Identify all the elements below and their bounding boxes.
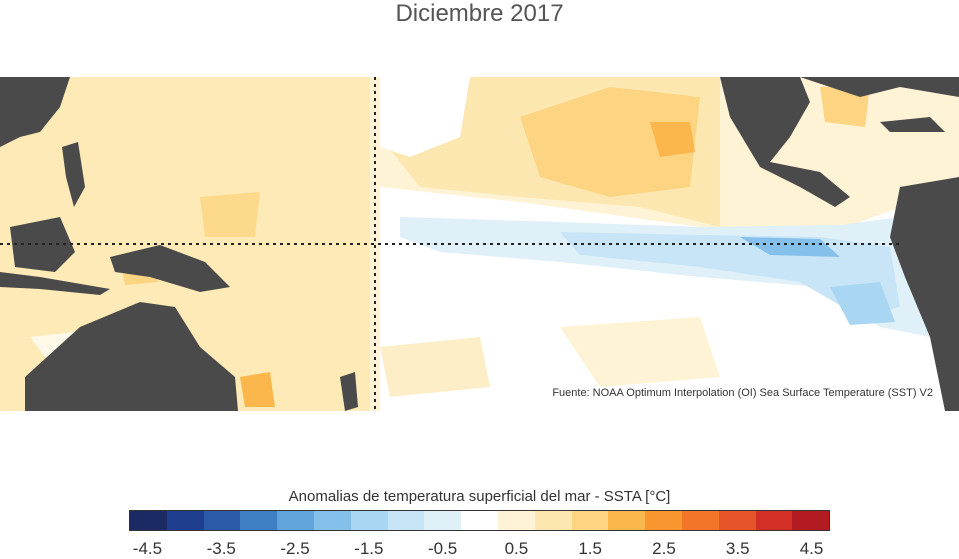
land-cuba	[880, 117, 945, 132]
colorbar-swatch	[313, 511, 351, 530]
warm-south-central	[380, 337, 490, 397]
colorbar-swatch	[277, 511, 314, 530]
colorbar-swatch	[718, 511, 756, 530]
land-asia	[0, 77, 70, 147]
land-sumatra-java	[0, 272, 110, 295]
colorbar-swatch	[497, 511, 535, 530]
colorbar-tick-label: 0.5	[504, 539, 529, 558]
colorbar-ticks: -4.5 -3.5 -2.5 -1.5 -0.5 0.5 1.5 2.5 3.5 4.5	[129, 539, 830, 558]
colorbar-tick-label: 4.5	[799, 539, 824, 558]
colorbar-swatch	[681, 511, 719, 530]
land-central-america	[720, 77, 850, 207]
warm-core-north	[520, 87, 700, 197]
neutral-west	[380, 77, 470, 157]
colorbar-swatch	[350, 511, 388, 530]
land-new-guinea	[110, 245, 230, 292]
colorbar-swatch	[608, 511, 646, 530]
cool-core-2	[740, 237, 840, 257]
land-mexico-gulf-coast	[800, 77, 959, 97]
colorbar-tick-label: -2.5	[280, 539, 310, 558]
colorbar-tick-label: -3.5	[206, 539, 236, 558]
colorbar-label: Anomalias de temperatura superficial del…	[288, 488, 671, 505]
colorbar-tick-label: -0.5	[427, 539, 458, 558]
sst-anomaly-map	[0, 77, 959, 411]
colorbar-swatch	[130, 511, 167, 530]
map-canvas	[0, 77, 959, 411]
land-nz	[340, 372, 358, 411]
colorbar-swatch	[424, 511, 462, 530]
colorbar-swatch	[792, 511, 830, 530]
colorbar-swatch	[203, 511, 241, 530]
warm-spot-3	[240, 372, 275, 407]
colorbar	[129, 510, 830, 531]
colorbar-swatch	[571, 511, 609, 530]
land-south-america	[890, 177, 959, 411]
land-philippines	[62, 142, 85, 207]
chart-title: Diciembre 2017	[395, 0, 564, 27]
data-source-note: Fuente: NOAA Optimum Interpolation (OI) …	[552, 387, 933, 399]
colorbar-swatch	[645, 511, 682, 530]
colorbar-tick-label: -4.5	[132, 539, 163, 558]
land-masses	[0, 77, 959, 411]
colorbar-swatch	[755, 511, 793, 530]
colorbar-swatch	[387, 511, 425, 530]
colorbar-tick-label: 3.5	[725, 539, 750, 558]
warm-spot-1	[650, 122, 695, 157]
cool-core-3	[830, 282, 895, 325]
colorbar-tick-label: -1.5	[354, 539, 384, 558]
colorbar-swatch	[240, 511, 278, 530]
colorbar-swatch	[166, 511, 204, 530]
colorbar-tick-label: 1.5	[578, 539, 602, 558]
colorbar-swatch	[534, 511, 572, 530]
land-australia	[25, 302, 238, 411]
warm-spot-4	[200, 192, 260, 237]
warm-south-east	[560, 317, 720, 387]
colorbar-swatch	[461, 511, 498, 530]
colorbar-tick-label: 2.5	[652, 539, 676, 558]
